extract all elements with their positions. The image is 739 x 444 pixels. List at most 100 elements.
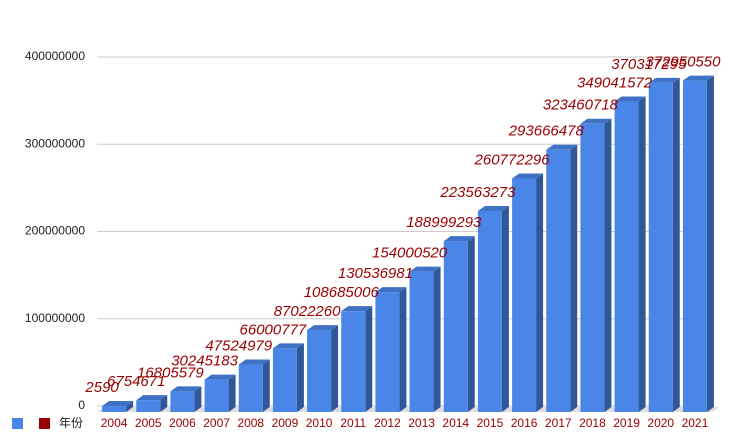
bar xyxy=(512,173,544,412)
bar xyxy=(272,343,304,412)
x-tick-label: 2010 xyxy=(306,416,333,430)
x-tick-label: 2019 xyxy=(613,416,640,430)
value-label: 370317295 xyxy=(611,56,687,73)
value-label: 30245183 xyxy=(171,353,238,370)
bar-side xyxy=(365,306,373,412)
bar-top xyxy=(375,287,407,293)
x-tick-label: 2013 xyxy=(408,416,435,430)
bar xyxy=(102,400,134,412)
value-label: 154000520 xyxy=(372,245,448,262)
bar xyxy=(341,306,373,412)
bar-top xyxy=(512,173,544,179)
bar-front xyxy=(375,292,400,412)
x-tick-label: 2021 xyxy=(682,416,709,430)
bar-top xyxy=(272,343,304,349)
x-tick-label: 2006 xyxy=(169,416,196,430)
bar-side xyxy=(604,118,612,413)
x-tick-label: 2008 xyxy=(237,416,264,430)
bar xyxy=(614,96,646,412)
bar-side xyxy=(399,287,407,412)
bar-side xyxy=(228,374,236,412)
bar-side xyxy=(467,236,475,412)
bar-top xyxy=(204,374,236,380)
bar-side xyxy=(433,266,441,412)
x-tick-label: 2004 xyxy=(101,416,128,430)
bar-side xyxy=(501,205,509,412)
x-tick-label: 2014 xyxy=(442,416,469,430)
bar-front xyxy=(682,80,707,412)
x-tick-label: 2012 xyxy=(374,416,401,430)
bar-side xyxy=(160,395,168,412)
x-tick-label: 2018 xyxy=(579,416,606,430)
value-label: 349041572 xyxy=(577,74,653,91)
y-tick-label: 0 xyxy=(78,398,85,412)
bar-top xyxy=(477,205,509,211)
bar-side xyxy=(672,77,680,412)
value-label: 260772296 xyxy=(474,151,551,168)
bar-top xyxy=(307,325,339,331)
bar-top xyxy=(136,395,168,401)
bar xyxy=(580,118,612,413)
bar-front xyxy=(204,379,229,412)
bar xyxy=(682,75,714,412)
bar-front xyxy=(102,405,127,412)
bar-front xyxy=(170,391,195,412)
x-tick-label: 2017 xyxy=(545,416,572,430)
x-tick-label: 2011 xyxy=(340,416,366,430)
bar-front xyxy=(546,149,571,412)
legend-swatch xyxy=(12,418,23,429)
bar-top xyxy=(443,236,475,242)
bar-top xyxy=(170,386,202,392)
bar xyxy=(443,236,475,412)
bar-top xyxy=(546,144,578,150)
bar-side xyxy=(296,343,304,412)
bar-top xyxy=(238,359,270,365)
bar-front xyxy=(238,364,263,412)
bar-front xyxy=(409,271,434,412)
bar-front xyxy=(272,348,297,412)
bar xyxy=(409,266,441,412)
legend-label: 年份 xyxy=(59,416,83,430)
x-tick-label: 2009 xyxy=(272,416,299,430)
bar-side xyxy=(638,96,646,412)
x-tick-label: 2015 xyxy=(477,416,504,430)
bar-side xyxy=(194,386,202,412)
x-tick-label: 2016 xyxy=(511,416,538,430)
legend-swatch xyxy=(39,418,50,429)
value-label: 223563273 xyxy=(439,184,516,201)
bar-top xyxy=(409,266,441,272)
value-label: 372950550 xyxy=(645,54,721,71)
bar xyxy=(477,205,509,412)
bar-top xyxy=(682,75,714,81)
bar-front xyxy=(614,101,639,412)
x-tick-label: 2020 xyxy=(647,416,674,430)
bar xyxy=(307,325,339,412)
bar-top xyxy=(580,118,612,124)
bar xyxy=(648,77,680,412)
bar-top xyxy=(614,96,646,102)
value-label: 323460718 xyxy=(543,97,619,114)
y-tick-label: 400000000 xyxy=(25,49,85,63)
bar xyxy=(170,386,202,412)
bar-front xyxy=(136,400,161,412)
bar xyxy=(204,374,236,412)
value-label: 47524979 xyxy=(205,338,272,355)
value-label: 87022260 xyxy=(274,303,341,320)
bar-front xyxy=(580,123,605,413)
bar-side xyxy=(570,144,578,412)
value-label: 188999293 xyxy=(406,214,482,231)
x-tick-label: 2005 xyxy=(135,416,162,430)
bar xyxy=(136,395,168,412)
bar-front xyxy=(443,241,468,412)
value-label: 130536981 xyxy=(338,265,413,282)
bar-side xyxy=(331,325,339,412)
x-tick-label: 2007 xyxy=(203,416,230,430)
bar-top xyxy=(648,77,680,83)
bar-side xyxy=(262,359,270,412)
bar xyxy=(238,359,270,412)
y-tick-label: 300000000 xyxy=(25,136,85,150)
value-label: 293666478 xyxy=(508,123,585,140)
bar-side xyxy=(536,173,544,412)
bar-top xyxy=(102,400,134,406)
